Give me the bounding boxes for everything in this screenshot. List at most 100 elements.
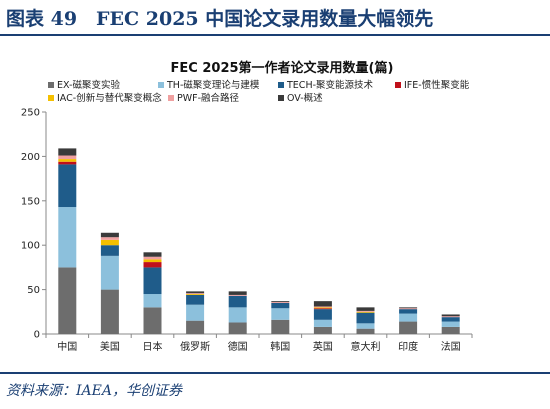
bar-segment	[313, 307, 332, 309]
y-tick-label: 50	[27, 285, 40, 296]
x-tick-label: 法国	[441, 340, 461, 353]
legend-swatch	[168, 95, 174, 101]
x-tick-label: 意大利	[351, 340, 381, 353]
bar-segment	[271, 302, 290, 309]
figure-title: 图表 49 FEC 2025 中国论文录用数量大幅领先	[6, 8, 434, 30]
bar-segment	[100, 289, 119, 334]
bar-segment	[58, 164, 77, 208]
bar-segment	[356, 310, 375, 312]
bar-segment	[186, 291, 205, 294]
bar-segment	[399, 307, 418, 309]
x-tick-label: 美国	[100, 340, 120, 353]
bar-segment	[356, 311, 375, 313]
bar-segment	[441, 326, 460, 334]
legend-label: TECH-聚变能源技术	[286, 79, 374, 91]
bar-segment	[441, 317, 460, 322]
bar-segment	[313, 308, 332, 310]
bar-segment	[228, 307, 247, 323]
bar-segment	[143, 259, 162, 263]
bar-segment	[143, 307, 162, 334]
bar-segment	[100, 245, 119, 256]
bar-segment	[143, 267, 162, 295]
bar-segment	[100, 239, 119, 246]
bar-group-8	[356, 307, 375, 334]
bar-segment	[143, 262, 162, 268]
bar-group-7	[313, 301, 332, 334]
source-rule	[0, 372, 550, 374]
bar-group-1	[58, 148, 77, 334]
bar-segment	[399, 308, 418, 310]
bar-segment	[58, 159, 77, 162]
x-tick-label: 俄罗斯	[180, 340, 210, 353]
bar-segment	[228, 291, 247, 295]
title-rule	[0, 34, 550, 36]
legend-swatch	[278, 95, 284, 101]
bar-segment	[399, 313, 418, 322]
bar-segment	[228, 322, 247, 334]
x-tick-label: 印度	[398, 340, 418, 353]
bar-group-5	[228, 291, 247, 334]
bar-group-2	[100, 232, 119, 334]
bar-segment	[100, 255, 119, 290]
x-tick-label: 德国	[228, 340, 248, 353]
x-tick-label: 英国	[313, 340, 333, 353]
bar-segment	[186, 294, 205, 305]
bars	[58, 148, 460, 334]
bar-segment	[441, 316, 460, 318]
bar-segment	[143, 252, 162, 257]
bar-segment	[143, 294, 162, 308]
legend-label: IFE-惯性聚变能	[404, 79, 470, 91]
legend-swatch	[48, 82, 54, 88]
y-tick-label: 150	[21, 196, 40, 207]
bar-segment	[186, 294, 205, 295]
bar-segment	[100, 237, 119, 240]
stacked-bar-chart: FEC 2025第一作者论文录用数量(篇) EX-磁聚变实验 TH-磁聚变理论与建…	[21, 60, 473, 353]
bar-segment	[313, 309, 332, 320]
bar-segment	[356, 312, 375, 324]
bar-segment	[356, 323, 375, 329]
bar-segment	[441, 314, 460, 317]
bar-segment	[271, 302, 290, 303]
bar-segment	[271, 301, 290, 303]
bar-segment	[100, 232, 119, 238]
bar-segment	[271, 319, 290, 334]
legend-label: IAC-创新与替代聚变概念	[57, 92, 162, 104]
bar-segment	[441, 321, 460, 327]
bar-segment	[399, 321, 418, 334]
legend-swatch	[158, 82, 164, 88]
chart-title: FEC 2025第一作者论文录用数量(篇)	[171, 60, 394, 76]
legend-label: EX-磁聚变实验	[57, 79, 120, 91]
bar-segment	[228, 295, 247, 308]
legend-swatch	[395, 82, 401, 88]
bar-segment	[228, 294, 247, 296]
bar-segment	[58, 267, 77, 334]
bar-segment	[58, 155, 77, 160]
x-tick-label: 韩国	[270, 340, 290, 353]
y-tick-label: 100	[21, 241, 40, 252]
bar-segment	[399, 309, 418, 314]
x-tick-label: 日本	[143, 340, 163, 353]
y-tick-label: 250	[21, 108, 40, 119]
source-note: 资料来源：IAEA，华创证券	[6, 383, 182, 399]
y-tick-label: 0	[34, 330, 40, 341]
bar-segment	[186, 320, 205, 334]
bar-group-10	[441, 314, 460, 334]
bar-group-3	[143, 252, 162, 334]
bar-segment	[58, 148, 77, 156]
bar-segment	[313, 301, 332, 307]
legend-swatch	[278, 82, 284, 88]
bar-segment	[143, 256, 162, 260]
legend-label: TH-磁聚变理论与建模	[166, 79, 260, 91]
x-tick-label: 中国	[57, 340, 77, 353]
bar-segment	[58, 207, 77, 268]
y-tick-label: 200	[21, 152, 40, 163]
bar-group-4	[186, 291, 205, 334]
bar-segment	[186, 293, 205, 295]
legend-label: PWF-融合路径	[177, 92, 240, 104]
legend-swatch	[48, 95, 54, 101]
legend: EX-磁聚变实验 TH-磁聚变理论与建模 TECH-聚变能源技术 IFE-惯性聚变能 I…	[48, 79, 470, 104]
bar-segment	[356, 328, 375, 334]
bar-segment	[313, 319, 332, 327]
bar-segment	[313, 306, 332, 308]
bar-segment	[271, 308, 290, 320]
